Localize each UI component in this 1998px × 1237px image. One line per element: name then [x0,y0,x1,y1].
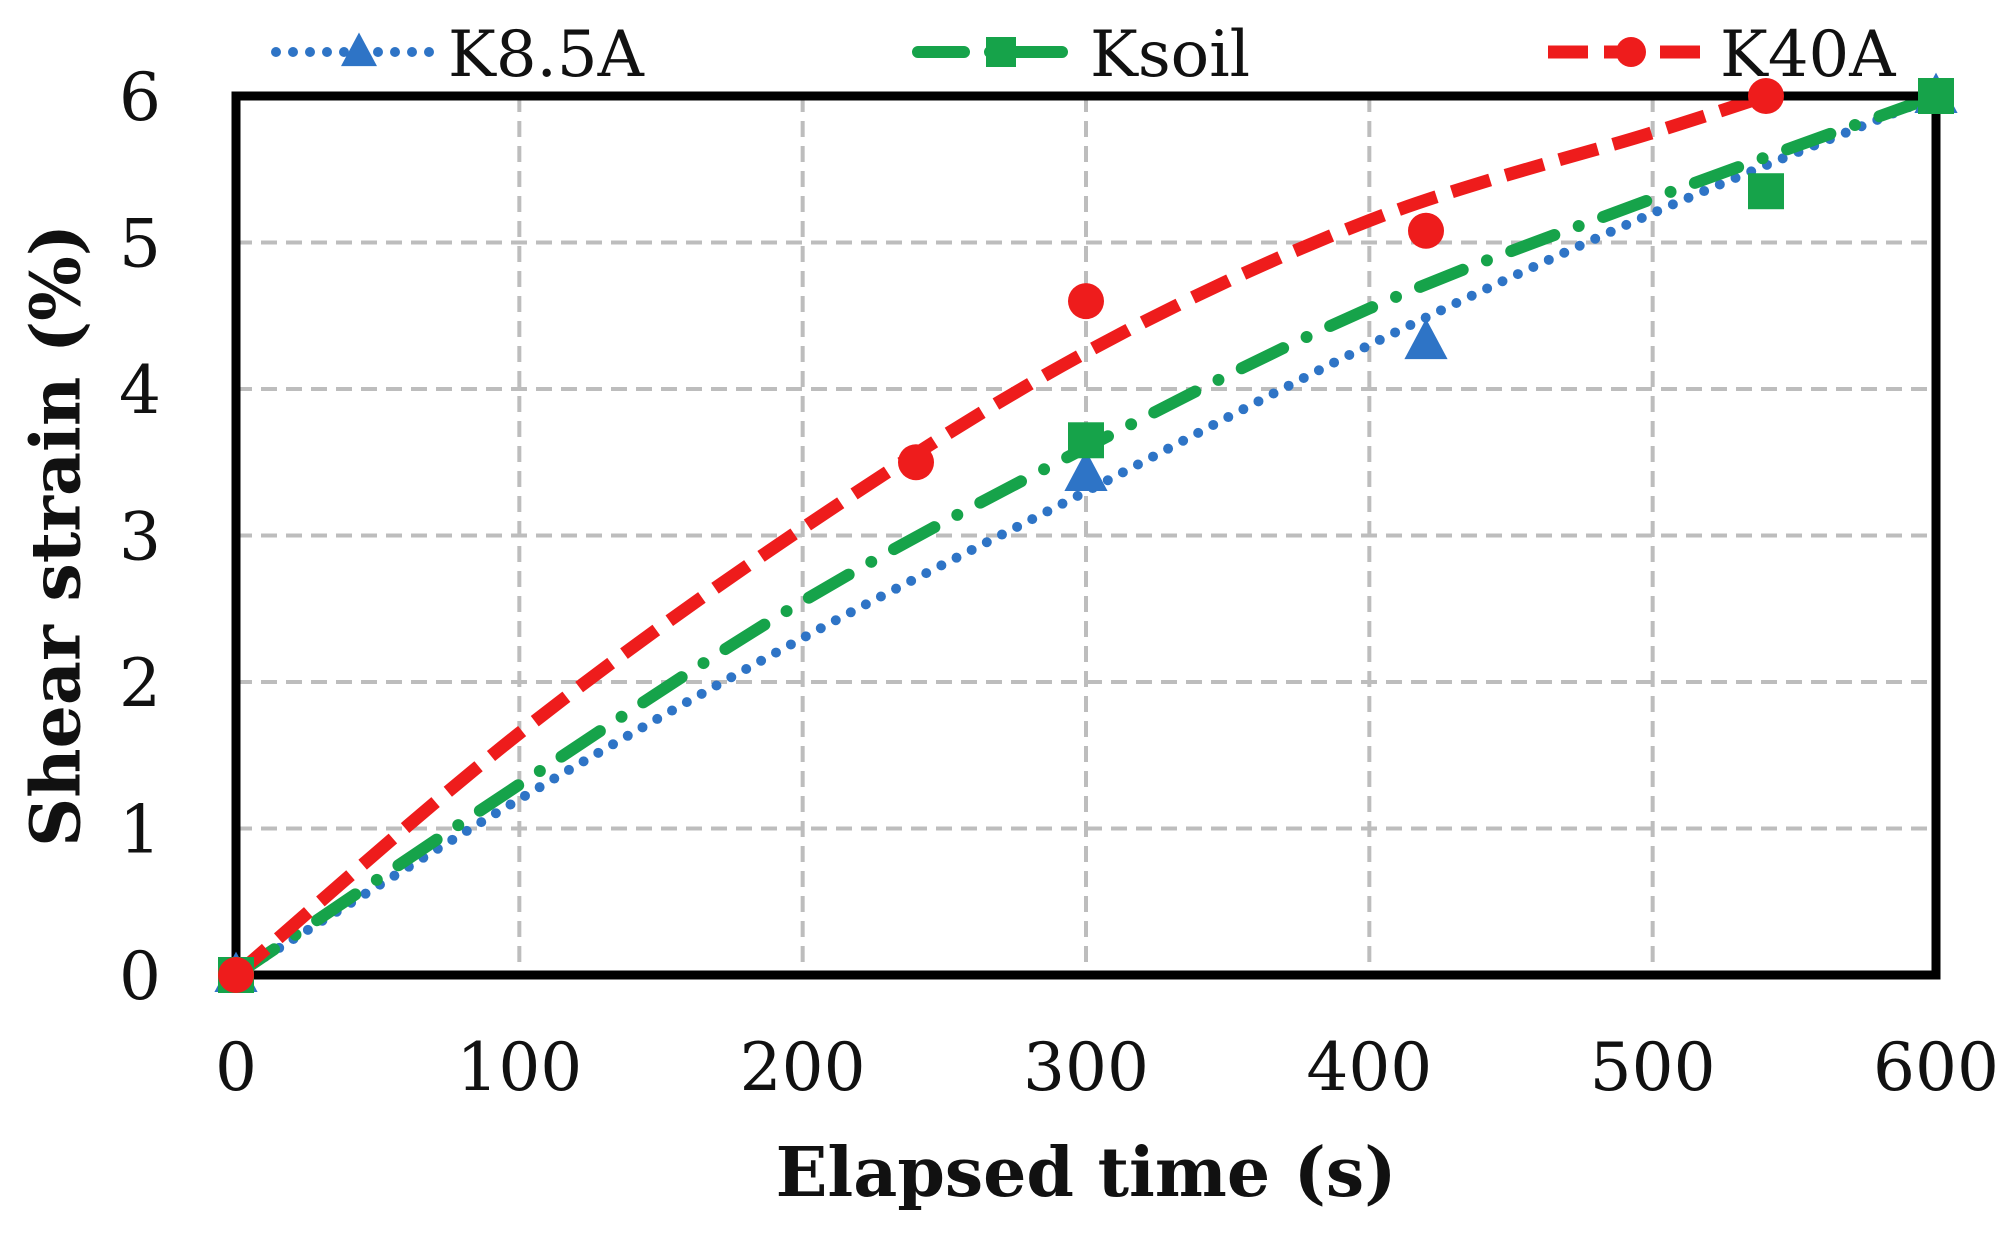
plot-frame [231,91,1941,980]
legend-marker-k8.5a [341,32,377,67]
y-tick-label: 4 [119,352,161,429]
legend-marker-k40a [1616,37,1646,67]
data-point-k40a [1748,78,1784,114]
x-tick-label: 500 [1590,1029,1716,1106]
legend-label-k40a: K40A [1720,18,1896,92]
y-tick-label: 6 [119,59,161,136]
data-point-k40a [218,957,254,993]
legend-label-ksoil: Ksoil [1090,18,1250,92]
x-tick-label: 100 [456,1029,582,1106]
data-point-k40a [898,444,934,481]
grid [236,96,1936,975]
x-tick-label: 0 [215,1029,257,1106]
data-point-k8.5a [1064,450,1108,491]
x-tick-label: 300 [1023,1029,1149,1106]
y-tick-label: 3 [119,499,161,576]
data-point-k8.5a [1404,318,1448,360]
legend-label-k8.5a: K8.5A [448,18,645,92]
trendline-k40a [231,89,1768,980]
data-point-ksoil [1068,422,1104,459]
x-tick-label: 200 [740,1029,866,1106]
y-axis-ticks: 0 1 2 3 4 5 6 [119,59,161,1015]
data-markers [214,72,1958,993]
data-point-ksoil [1748,173,1784,210]
y-axis-title: Shear strain (%) [17,224,97,847]
y-tick-label: 5 [119,206,161,283]
data-point-ksoil [1918,78,1954,114]
x-axis-ticks: 0 100 200 300 400 500 600 [215,1029,1998,1106]
y-tick-label: 1 [119,792,161,869]
y-tick-label: 0 [119,938,161,1015]
data-point-k40a [1408,212,1444,249]
y-tick-label: 2 [119,645,161,722]
x-tick-label: 600 [1873,1029,1998,1106]
legend: K8.5A Ksoil K40A [271,18,1896,92]
legend-marker-ksoil [986,37,1016,67]
data-point-k40a [1068,283,1104,320]
x-axis-title: Elapsed time (s) [776,1133,1397,1213]
x-tick-label: 400 [1306,1029,1432,1106]
